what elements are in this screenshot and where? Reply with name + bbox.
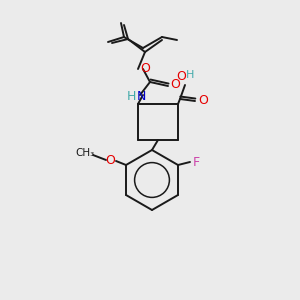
Text: H: H — [126, 89, 136, 103]
Text: H: H — [186, 70, 194, 80]
Text: O: O — [170, 79, 180, 92]
Text: O: O — [198, 94, 208, 106]
Text: CH₃: CH₃ — [75, 148, 94, 158]
Text: O: O — [140, 61, 150, 74]
Text: O: O — [105, 154, 115, 166]
Text: N: N — [136, 89, 146, 103]
Text: O: O — [176, 70, 186, 83]
Text: F: F — [192, 155, 200, 169]
